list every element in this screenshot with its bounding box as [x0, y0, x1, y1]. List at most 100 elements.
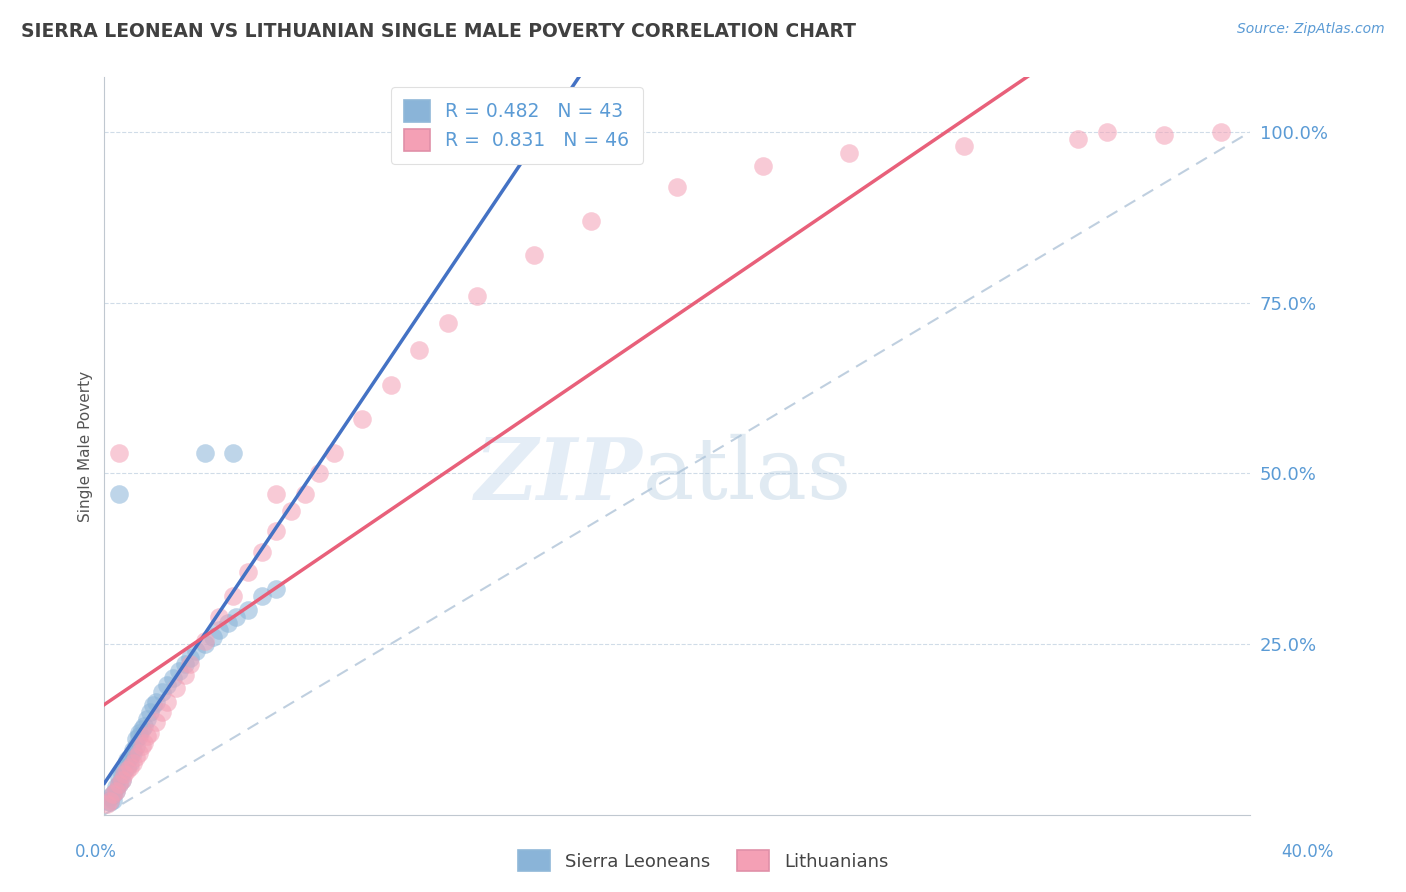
- Point: [194, 633, 217, 648]
- Point: [107, 777, 129, 791]
- Point: [1067, 132, 1090, 146]
- Point: [122, 756, 145, 771]
- Point: [96, 797, 118, 812]
- Point: [1211, 125, 1233, 139]
- Point: [128, 746, 150, 760]
- Point: [437, 316, 460, 330]
- Point: [128, 729, 150, 743]
- Point: [120, 749, 142, 764]
- Point: [125, 749, 148, 764]
- Point: [139, 725, 162, 739]
- Point: [167, 665, 190, 679]
- Point: [104, 783, 127, 797]
- Point: [222, 446, 245, 460]
- Point: [136, 729, 159, 743]
- Point: [236, 566, 259, 580]
- Point: [280, 504, 302, 518]
- Point: [120, 756, 142, 771]
- Point: [156, 678, 179, 692]
- Point: [112, 766, 135, 780]
- Point: [150, 684, 173, 698]
- Point: [179, 657, 201, 672]
- Point: [125, 739, 148, 754]
- Text: 0.0%: 0.0%: [75, 843, 117, 861]
- Point: [104, 783, 127, 797]
- Point: [98, 790, 121, 805]
- Point: [101, 792, 124, 806]
- Point: [125, 732, 148, 747]
- Point: [208, 609, 231, 624]
- Point: [139, 705, 162, 719]
- Point: [96, 794, 118, 808]
- Point: [142, 698, 165, 713]
- Point: [752, 159, 775, 173]
- Point: [145, 715, 167, 730]
- Legend: R = 0.482   N = 43, R =  0.831   N = 46: R = 0.482 N = 43, R = 0.831 N = 46: [391, 87, 643, 164]
- Point: [236, 603, 259, 617]
- Point: [380, 377, 402, 392]
- Point: [952, 138, 974, 153]
- Point: [173, 657, 195, 672]
- Point: [666, 179, 689, 194]
- Point: [184, 644, 207, 658]
- Point: [131, 739, 153, 754]
- Point: [250, 545, 273, 559]
- Point: [107, 446, 129, 460]
- Point: [110, 773, 132, 788]
- Text: ZIP: ZIP: [475, 434, 643, 517]
- Point: [110, 766, 132, 780]
- Y-axis label: Single Male Poverty: Single Male Poverty: [79, 370, 93, 522]
- Point: [264, 487, 287, 501]
- Point: [101, 787, 124, 801]
- Point: [202, 630, 225, 644]
- Point: [120, 760, 142, 774]
- Point: [222, 589, 245, 603]
- Text: Source: ZipAtlas.com: Source: ZipAtlas.com: [1237, 22, 1385, 37]
- Point: [308, 467, 330, 481]
- Legend: Sierra Leoneans, Lithuanians: Sierra Leoneans, Lithuanians: [510, 843, 896, 879]
- Point: [250, 589, 273, 603]
- Point: [112, 763, 135, 777]
- Point: [98, 795, 121, 809]
- Point: [217, 616, 239, 631]
- Point: [134, 719, 156, 733]
- Point: [117, 763, 139, 777]
- Point: [264, 524, 287, 539]
- Text: atlas: atlas: [643, 434, 852, 517]
- Point: [523, 248, 546, 262]
- Point: [838, 145, 860, 160]
- Point: [117, 760, 139, 774]
- Point: [408, 343, 430, 358]
- Point: [136, 712, 159, 726]
- Point: [107, 777, 129, 791]
- Point: [150, 705, 173, 719]
- Point: [98, 794, 121, 808]
- Point: [122, 742, 145, 756]
- Point: [322, 446, 344, 460]
- Point: [173, 667, 195, 681]
- Text: SIERRA LEONEAN VS LITHUANIAN SINGLE MALE POVERTY CORRELATION CHART: SIERRA LEONEAN VS LITHUANIAN SINGLE MALE…: [21, 22, 856, 41]
- Point: [104, 780, 127, 795]
- Point: [1153, 128, 1175, 143]
- Point: [194, 637, 217, 651]
- Point: [165, 681, 187, 696]
- Point: [294, 487, 316, 501]
- Point: [162, 671, 184, 685]
- Point: [128, 725, 150, 739]
- Point: [117, 753, 139, 767]
- Point: [225, 609, 247, 624]
- Point: [107, 770, 129, 784]
- Point: [264, 582, 287, 597]
- Point: [107, 487, 129, 501]
- Point: [145, 695, 167, 709]
- Point: [134, 736, 156, 750]
- Point: [352, 411, 374, 425]
- Point: [156, 695, 179, 709]
- Point: [122, 746, 145, 760]
- Point: [179, 650, 201, 665]
- Point: [110, 773, 132, 788]
- Text: 40.0%: 40.0%: [1281, 843, 1334, 861]
- Point: [131, 723, 153, 737]
- Point: [208, 624, 231, 638]
- Point: [194, 446, 217, 460]
